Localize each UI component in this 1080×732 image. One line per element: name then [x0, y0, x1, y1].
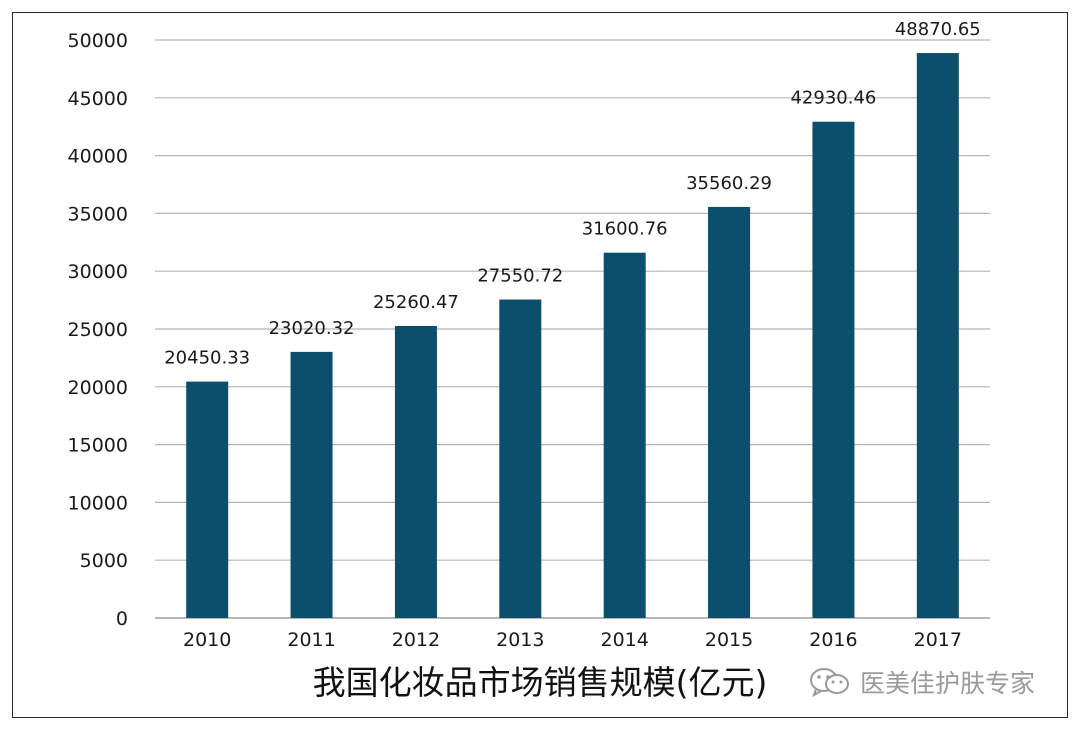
- x-tick-label: 2014: [601, 629, 649, 651]
- y-tick-label: 50000: [68, 30, 128, 52]
- x-axis-ticks: 2010 2011 2012 2013 2014 2015 2016 2017: [183, 629, 962, 651]
- y-tick-label: 0: [116, 608, 128, 630]
- y-tick-label: 35000: [68, 203, 128, 225]
- bar: [499, 299, 542, 618]
- data-label: 20450.33: [164, 348, 250, 369]
- watermark: 医美佳护肤专家: [808, 664, 1035, 700]
- data-label: 25260.47: [373, 292, 459, 313]
- bar: [394, 325, 437, 618]
- data-labels: 20450.33 23020.32 25260.47 27550.72 31600.76…: [164, 19, 981, 369]
- y-tick-label: 30000: [68, 261, 128, 283]
- y-tick-label: 10000: [68, 492, 128, 514]
- x-tick-label: 2012: [392, 629, 440, 651]
- x-tick-label: 2015: [705, 629, 753, 651]
- y-tick-label: 25000: [68, 319, 128, 341]
- bar: [708, 206, 751, 619]
- bars: [186, 53, 959, 619]
- bar: [812, 121, 855, 619]
- data-label: 48870.65: [895, 19, 981, 40]
- chart-title: 我国化妆品市场销售规模(亿元): [313, 663, 768, 702]
- bar: [603, 252, 646, 618]
- y-tick-label: 20000: [68, 377, 128, 399]
- bar: [186, 381, 229, 618]
- bar: [290, 351, 333, 618]
- data-label: 31600.76: [582, 219, 668, 240]
- x-tick-label: 2010: [183, 629, 231, 651]
- data-label: 42930.46: [790, 88, 876, 109]
- y-tick-label: 5000: [80, 550, 128, 572]
- bar: [916, 53, 959, 618]
- data-label: 35560.29: [686, 173, 772, 194]
- x-tick-label: 2016: [809, 629, 857, 651]
- y-tick-label: 40000: [68, 146, 128, 168]
- y-tick-label: 15000: [68, 435, 128, 457]
- data-label: 23020.32: [269, 318, 355, 339]
- x-tick-label: 2011: [287, 629, 335, 651]
- watermark-text: 医美佳护肤专家: [860, 669, 1036, 698]
- y-tick-label: 45000: [68, 88, 128, 110]
- x-tick-label: 2013: [496, 629, 544, 651]
- data-label: 27550.72: [477, 266, 563, 287]
- x-tick-label: 2017: [914, 629, 962, 651]
- y-axis-ticks: 0 5000 10000 15000 20000 25000 30000 35000 40000…: [68, 30, 128, 630]
- wechat-icon: [810, 668, 849, 698]
